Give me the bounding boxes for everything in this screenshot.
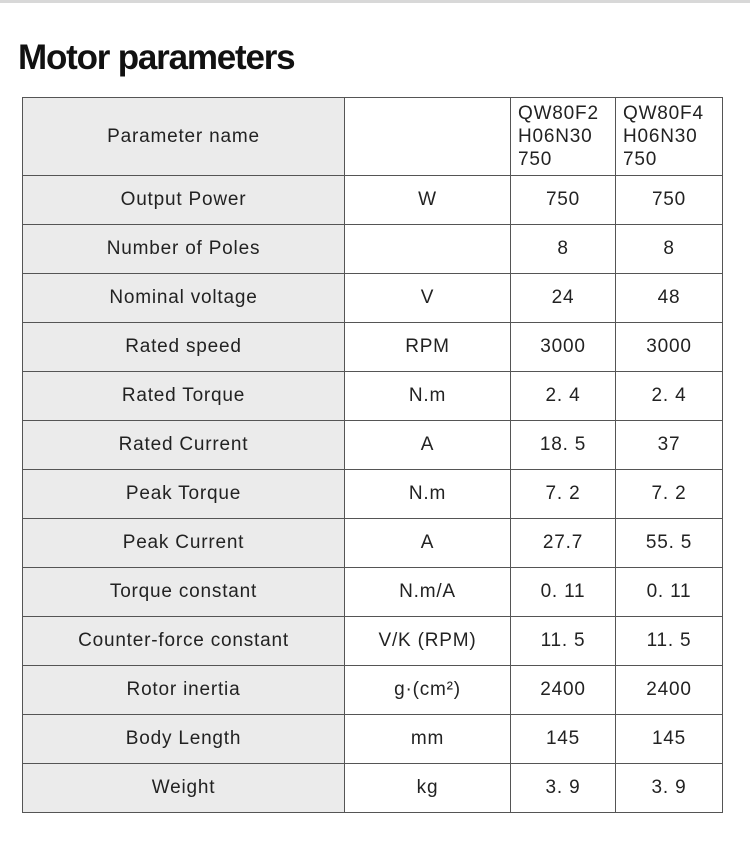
value-cell: 27.7 (510, 518, 616, 568)
model-line: QW80F4 (623, 103, 704, 124)
value-cell: 48 (615, 273, 723, 323)
parameter-table: Parameter name QW80F2 H06N30 750 QW80F4 H06N3… (22, 97, 723, 813)
header-cell (344, 97, 511, 176)
parameter-name: Peak Torque (22, 469, 345, 519)
table-row: Counter-force constant V/K (RPM) 11. 5 11. … (22, 616, 723, 666)
model-line: 750 (518, 149, 553, 170)
model-line: H06N30 (518, 126, 593, 147)
model-line: H06N30 (623, 126, 698, 147)
parameter-name: Counter-force constant (22, 616, 345, 666)
unit-cell: V/K (RPM) (344, 616, 511, 666)
parameter-name: Torque constant (22, 567, 345, 617)
parameter-name: Rated Torque (22, 371, 345, 421)
value-cell: 145 (510, 714, 616, 764)
parameter-name: Peak Current (22, 518, 345, 568)
value-cell: 145 (615, 714, 723, 764)
value-cell: 8 (510, 224, 616, 274)
unit-cell: g·(cm²) (344, 665, 511, 715)
unit-cell (344, 224, 511, 274)
parameter-name: Weight (22, 763, 345, 813)
value-cell: 0. 11 (510, 567, 616, 617)
value-cell: 2. 4 (510, 371, 616, 421)
table-row: Output Power W 750 750 (22, 175, 723, 225)
value-cell: 0. 11 (615, 567, 723, 617)
unit-cell: N.m/A (344, 567, 511, 617)
value-cell: 3. 9 (510, 763, 616, 813)
value-cell: 750 (510, 175, 616, 225)
value-cell: 2. 4 (615, 371, 723, 421)
table-row: Peak Torque N.m 7. 2 7. 2 (22, 469, 723, 519)
table-row: Nominal voltage V 24 48 (22, 273, 723, 323)
parameter-name: Rotor inertia (22, 665, 345, 715)
unit-cell: RPM (344, 322, 511, 372)
parameter-name: Rated Current (22, 420, 345, 470)
value-cell: 24 (510, 273, 616, 323)
table-row: Weight kg 3. 9 3. 9 (22, 763, 723, 813)
unit-cell: mm (344, 714, 511, 764)
value-cell: 7. 2 (615, 469, 723, 519)
value-cell: 3. 9 (615, 763, 723, 813)
table-row: Body Length mm 145 145 (22, 714, 723, 764)
unit-cell: N.m (344, 371, 511, 421)
parameter-name: Rated speed (22, 322, 345, 372)
unit-cell: N.m (344, 469, 511, 519)
value-cell: 11. 5 (510, 616, 616, 666)
table-row: Rated Torque N.m 2. 4 2. 4 (22, 371, 723, 421)
header-row: Parameter name QW80F2 H06N30 750 QW80F4 H06N3… (22, 97, 723, 176)
value-cell: 8 (615, 224, 723, 274)
value-cell: 11. 5 (615, 616, 723, 666)
value-cell: 2400 (510, 665, 616, 715)
value-cell: 3000 (615, 322, 723, 372)
page-title: Motor parameters (18, 38, 296, 77)
table-row: Torque constant N.m/A 0. 11 0. 11 (22, 567, 723, 617)
value-cell: 37 (615, 420, 723, 470)
header-cell: Parameter name (22, 97, 345, 176)
value-cell: 3000 (510, 322, 616, 372)
top-rule (0, 0, 750, 3)
table-row: Number of Poles 8 8 (22, 224, 723, 274)
unit-cell: kg (344, 763, 511, 813)
unit-cell: A (344, 420, 511, 470)
table-row: Rotor inertia g·(cm²) 2400 2400 (22, 665, 723, 715)
model-header: QW80F4 H06N30 750 (615, 97, 723, 176)
table-row: Peak Current A 27.7 55. 5 (22, 518, 723, 568)
unit-cell: V (344, 273, 511, 323)
unit-cell: A (344, 518, 511, 568)
parameter-name: Output Power (22, 175, 345, 225)
table-row: Rated speed RPM 3000 3000 (22, 322, 723, 372)
parameter-name: Number of Poles (22, 224, 345, 274)
value-cell: 55. 5 (615, 518, 723, 568)
unit-cell: W (344, 175, 511, 225)
value-cell: 750 (615, 175, 723, 225)
value-cell: 7. 2 (510, 469, 616, 519)
parameter-name: Body Length (22, 714, 345, 764)
model-line: 750 (623, 149, 658, 170)
table-row: Rated Current A 18. 5 37 (22, 420, 723, 470)
value-cell: 2400 (615, 665, 723, 715)
parameter-name: Nominal voltage (22, 273, 345, 323)
value-cell: 18. 5 (510, 420, 616, 470)
model-header: QW80F2 H06N30 750 (510, 97, 616, 176)
model-line: QW80F2 (518, 103, 599, 124)
